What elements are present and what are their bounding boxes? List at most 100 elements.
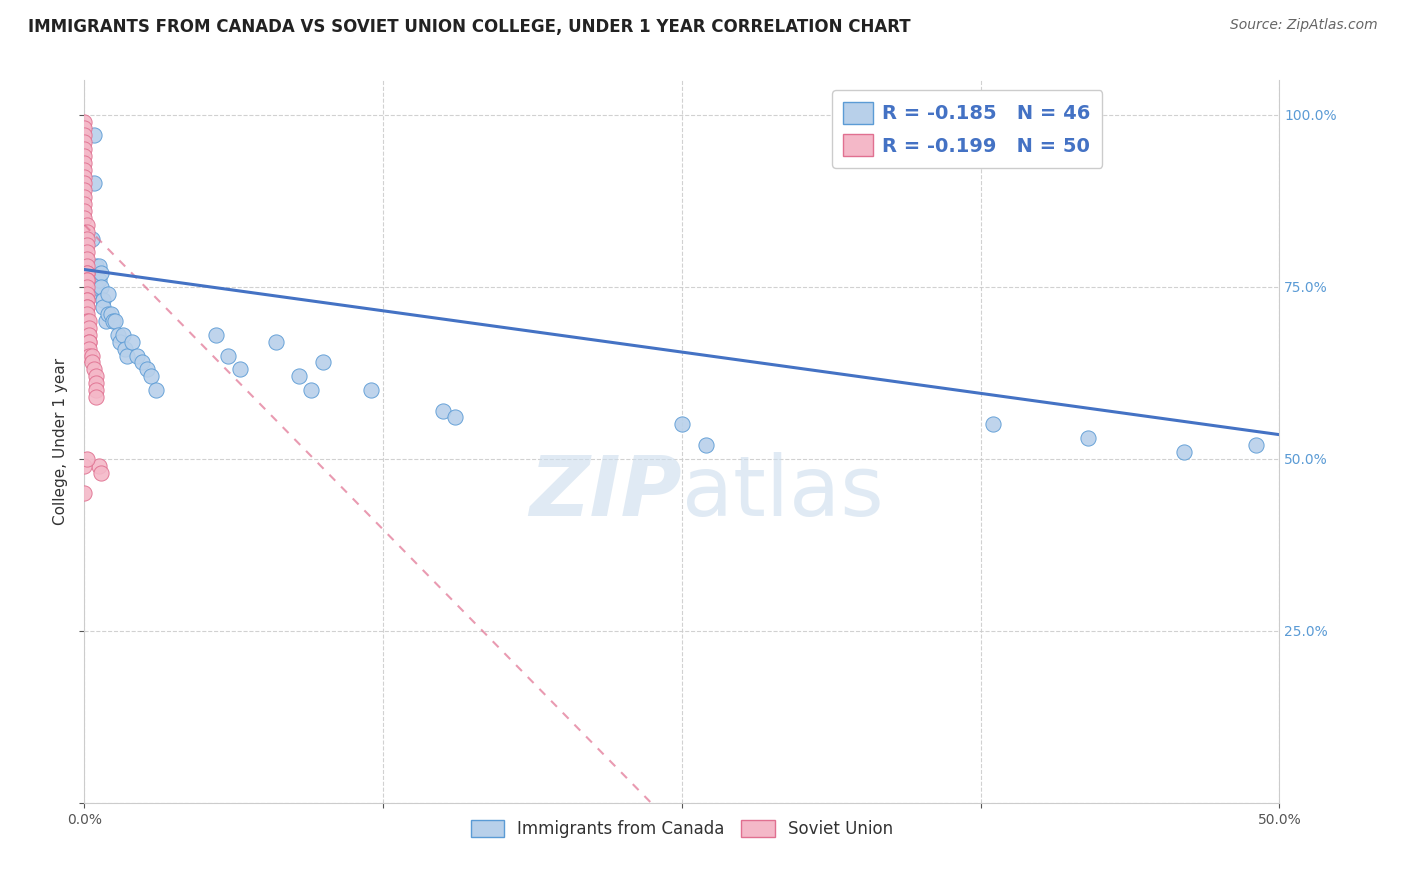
Point — [76, 245, 98, 260]
Point — [77, 266, 100, 280]
Point — [80, 349, 103, 363]
Point — [1077, 431, 1099, 445]
Point — [73, 197, 96, 211]
Point — [73, 458, 96, 473]
Point — [97, 286, 120, 301]
Point — [76, 301, 98, 315]
Point — [111, 327, 134, 342]
Point — [264, 334, 287, 349]
Point — [86, 279, 108, 293]
Point — [131, 355, 153, 369]
Text: IMMIGRANTS FROM CANADA VS SOVIET UNION COLLEGE, UNDER 1 YEAR CORRELATION CHART: IMMIGRANTS FROM CANADA VS SOVIET UNION C… — [28, 18, 911, 36]
Point — [217, 349, 239, 363]
Point — [76, 231, 98, 245]
Text: atlas: atlas — [682, 451, 883, 533]
Point — [86, 369, 108, 384]
Point — [76, 314, 98, 328]
Point — [73, 156, 96, 170]
Point — [76, 286, 98, 301]
Point — [77, 314, 100, 328]
Point — [205, 327, 228, 342]
Point — [76, 266, 98, 280]
Text: ZIP: ZIP — [529, 451, 682, 533]
Point — [360, 383, 382, 397]
Point — [100, 307, 122, 321]
Point — [77, 327, 100, 342]
Point — [77, 349, 100, 363]
Point — [73, 183, 96, 197]
Point — [93, 301, 115, 315]
Point — [76, 266, 98, 280]
Point — [76, 273, 98, 287]
Point — [121, 334, 143, 349]
Point — [76, 259, 98, 273]
Point — [90, 279, 112, 293]
Point — [80, 231, 103, 245]
Point — [141, 369, 163, 384]
Point — [73, 169, 96, 184]
Point — [77, 342, 100, 356]
Point — [76, 307, 98, 321]
Point — [86, 259, 108, 273]
Point — [73, 162, 96, 177]
Point — [77, 334, 100, 349]
Point — [76, 252, 98, 267]
Point — [1173, 445, 1195, 459]
Point — [73, 190, 96, 204]
Text: Source: ZipAtlas.com: Source: ZipAtlas.com — [1230, 18, 1378, 32]
Point — [73, 211, 96, 225]
Point — [77, 334, 100, 349]
Point — [288, 369, 311, 384]
Point — [76, 279, 98, 293]
Point — [87, 273, 110, 287]
Point — [76, 273, 98, 287]
Point — [76, 293, 98, 308]
Point — [301, 383, 323, 397]
Point — [114, 342, 136, 356]
Point — [101, 314, 124, 328]
Point — [77, 286, 100, 301]
Point — [135, 362, 157, 376]
Point — [117, 349, 139, 363]
Point — [229, 362, 252, 376]
Point — [77, 321, 100, 335]
Y-axis label: College, Under 1 year: College, Under 1 year — [53, 358, 69, 525]
Point — [76, 293, 98, 308]
Point — [90, 466, 112, 480]
Point — [104, 314, 127, 328]
Point — [83, 177, 105, 191]
Point — [76, 301, 98, 315]
Point — [312, 355, 335, 369]
Point — [671, 417, 693, 432]
Point — [432, 403, 454, 417]
Point — [73, 204, 96, 219]
Point — [76, 238, 98, 252]
Point — [86, 383, 108, 397]
Point — [1244, 438, 1267, 452]
Point — [695, 438, 717, 452]
Point — [73, 114, 96, 128]
Point — [76, 225, 98, 239]
Point — [107, 327, 129, 342]
Point — [73, 135, 96, 149]
Point — [87, 458, 110, 473]
Point — [73, 128, 96, 143]
Point — [94, 314, 117, 328]
Point — [97, 307, 120, 321]
Point — [145, 383, 167, 397]
Point — [86, 390, 108, 404]
Point — [86, 376, 108, 390]
Point — [83, 362, 105, 376]
Point — [90, 266, 112, 280]
Point — [87, 259, 110, 273]
Point — [73, 149, 96, 163]
Point — [444, 410, 467, 425]
Point — [981, 417, 1004, 432]
Point — [83, 128, 105, 143]
Point — [73, 142, 96, 156]
Point — [93, 293, 115, 308]
Point — [125, 349, 148, 363]
Point — [76, 218, 98, 232]
Point — [80, 355, 103, 369]
Point — [73, 177, 96, 191]
